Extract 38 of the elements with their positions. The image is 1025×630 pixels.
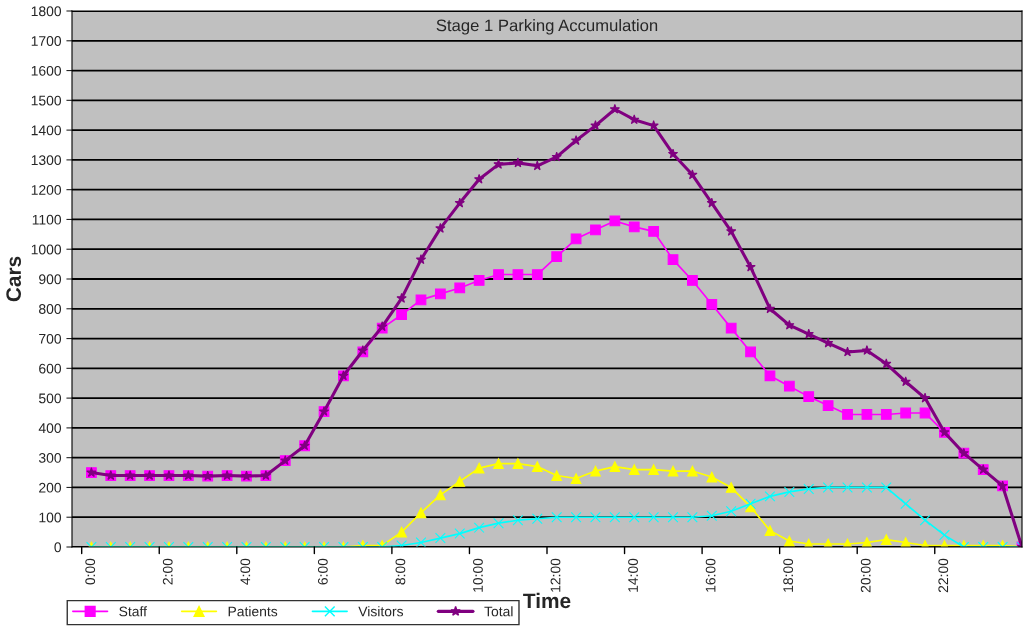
- y-tick-label: 1700: [31, 36, 62, 46]
- y-tick-label: 800: [39, 304, 62, 314]
- x-axis-title: Time: [523, 592, 571, 609]
- y-tick-label: 700: [39, 333, 62, 344]
- y-tick-label: 1400: [31, 125, 62, 136]
- x-tick-label: 2:00: [162, 558, 173, 585]
- x-tick-label: 4:00: [240, 558, 251, 585]
- x-tick-label: 8:00: [395, 558, 406, 585]
- x-tick-label: 16:00: [705, 558, 716, 592]
- y-tick-label: 400: [38, 423, 62, 434]
- y-tick-label: 1100: [32, 214, 62, 225]
- legend-label: Total: [484, 606, 513, 617]
- y-tick-label: 300: [38, 453, 62, 463]
- x-tick-label: 20:00: [860, 558, 871, 593]
- y-axis-title: Cars: [6, 256, 22, 302]
- y-tick-label: 1500: [31, 95, 62, 106]
- x-tick-label: 14:00: [628, 558, 638, 592]
- x-tick-label: 18:00: [783, 558, 794, 592]
- y-tick-label: 1000: [31, 244, 62, 255]
- y-tick-label: 100: [39, 512, 62, 523]
- legend-label: Patients: [228, 606, 278, 617]
- y-tick-label: 600: [39, 363, 62, 374]
- x-tick-label: 10:00: [473, 558, 483, 592]
- y-tick-label: 200: [39, 482, 62, 493]
- legend-label: Staff: [119, 606, 147, 617]
- y-tick-label: 1600: [31, 65, 62, 76]
- chart-title: Stage 1 Parking Accumulation: [436, 19, 658, 35]
- y-tick-label: 0: [54, 542, 62, 553]
- y-tick-label: 1200: [31, 185, 62, 195]
- y-tick-label: 900: [39, 274, 62, 285]
- x-tick-label: 6:00: [317, 558, 328, 585]
- y-tick-label: 500: [38, 393, 62, 404]
- y-tick-label: 1300: [31, 155, 62, 166]
- x-tick-label: 12:00: [550, 558, 561, 592]
- x-tick-label: 0:00: [85, 558, 96, 585]
- y-tick-label: 1800: [31, 6, 62, 17]
- legend-label: Visitors: [358, 606, 404, 617]
- x-tick-label: 22:00: [938, 558, 949, 593]
